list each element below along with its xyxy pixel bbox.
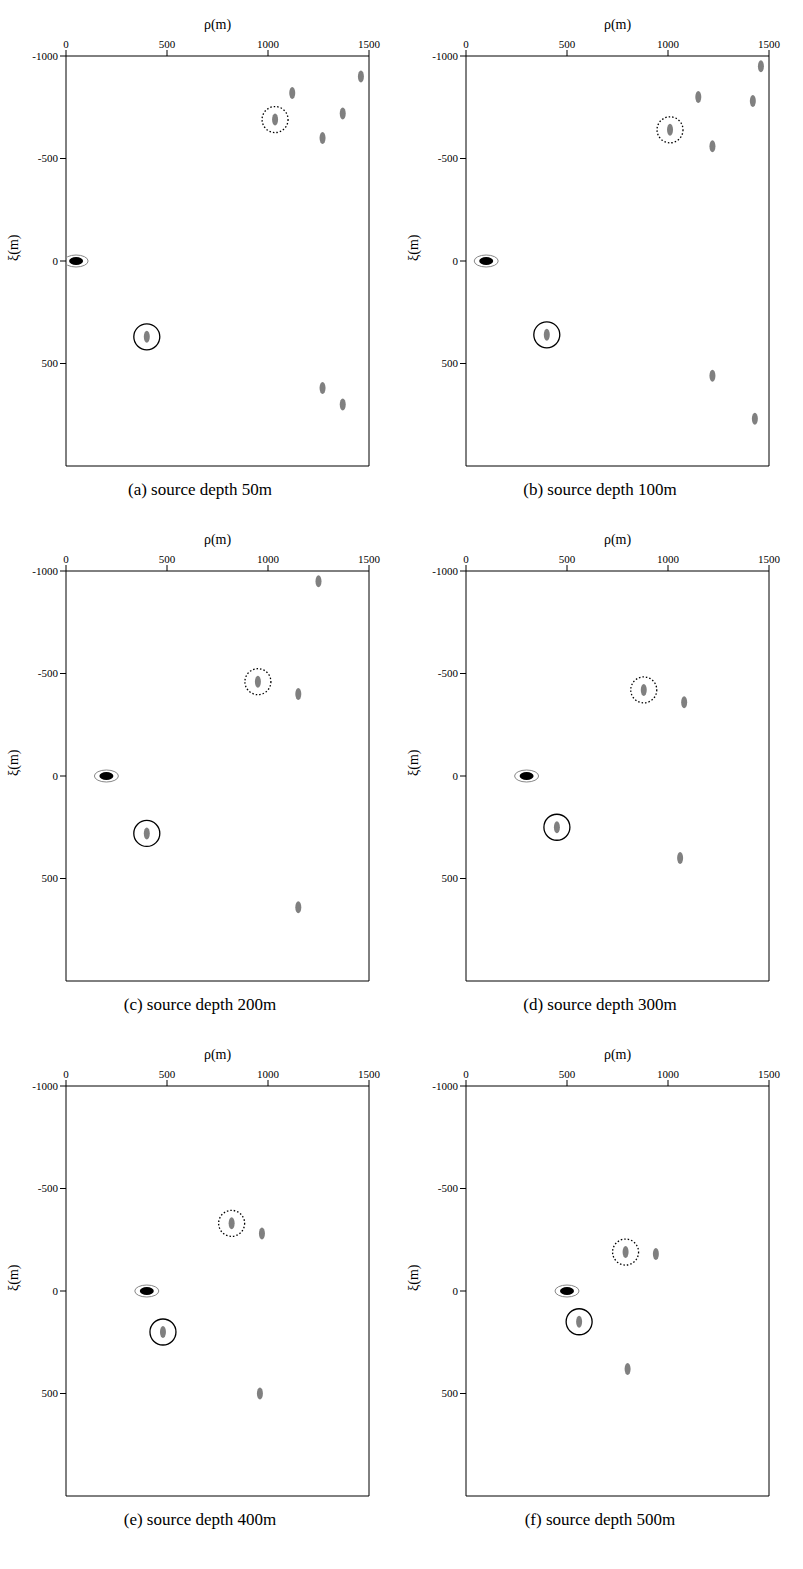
html-text:(e) source depth 400m: (e) source depth 400m bbox=[123, 1510, 277, 1529]
svg-text:-500: -500 bbox=[438, 152, 459, 164]
svg-text:1500: 1500 bbox=[758, 38, 781, 50]
svg-text:ρ(m): ρ(m) bbox=[604, 532, 632, 548]
svg-text:0: 0 bbox=[53, 1285, 59, 1297]
svg-text:-500: -500 bbox=[38, 152, 59, 164]
svg-text:-500: -500 bbox=[438, 1182, 459, 1194]
svg-text:0: 0 bbox=[63, 38, 69, 50]
svg-text:500: 500 bbox=[442, 357, 459, 369]
svg-text:500: 500 bbox=[559, 1068, 576, 1080]
svg-text:0: 0 bbox=[63, 1068, 69, 1080]
svg-text:ξ(m): ξ(m) bbox=[406, 234, 422, 261]
svg-text:-1000: -1000 bbox=[432, 565, 458, 577]
svg-text:ξ(m): ξ(m) bbox=[6, 1264, 22, 1291]
svg-text:0: 0 bbox=[453, 1285, 459, 1297]
svg-text:-500: -500 bbox=[438, 667, 459, 679]
svg-text:1000: 1000 bbox=[257, 553, 280, 565]
svg-text:1000: 1000 bbox=[657, 553, 680, 565]
svg-text:500: 500 bbox=[442, 872, 459, 884]
svg-text:500: 500 bbox=[559, 38, 576, 50]
svg-text:-1000: -1000 bbox=[32, 50, 58, 62]
svg-text:ξ(m): ξ(m) bbox=[406, 749, 422, 776]
svg-text:1000: 1000 bbox=[657, 38, 680, 50]
svg-text:ξ(m): ξ(m) bbox=[6, 234, 22, 261]
svg-text:0: 0 bbox=[63, 553, 69, 565]
svg-text:500: 500 bbox=[42, 357, 59, 369]
svg-text:0: 0 bbox=[53, 255, 59, 267]
html-text:(b) source depth 100m: (b) source depth 100m bbox=[523, 480, 677, 499]
svg-text:1500: 1500 bbox=[758, 1068, 781, 1080]
svg-text:-1000: -1000 bbox=[32, 1080, 58, 1092]
svg-text:500: 500 bbox=[159, 38, 176, 50]
svg-text:1000: 1000 bbox=[257, 38, 280, 50]
svg-text:ξ(m): ξ(m) bbox=[406, 1264, 422, 1291]
svg-text:-500: -500 bbox=[38, 667, 59, 679]
svg-text:1500: 1500 bbox=[358, 553, 381, 565]
svg-text:0: 0 bbox=[463, 38, 469, 50]
svg-text:0: 0 bbox=[453, 770, 459, 782]
svg-text:0: 0 bbox=[463, 1068, 469, 1080]
svg-text:-500: -500 bbox=[38, 1182, 59, 1194]
svg-text:500: 500 bbox=[42, 1387, 59, 1399]
html-text:(f) source depth 500m: (f) source depth 500m bbox=[524, 1510, 676, 1529]
html-text:(c) source depth 200m: (c) source depth 200m bbox=[123, 995, 277, 1014]
svg-text:0: 0 bbox=[463, 553, 469, 565]
svg-text:-1000: -1000 bbox=[432, 1080, 458, 1092]
svg-text:1500: 1500 bbox=[758, 553, 781, 565]
svg-text:500: 500 bbox=[42, 872, 59, 884]
svg-text:1500: 1500 bbox=[358, 38, 381, 50]
svg-text:1500: 1500 bbox=[358, 1068, 381, 1080]
svg-text:ρ(m): ρ(m) bbox=[204, 532, 232, 548]
svg-text:500: 500 bbox=[159, 553, 176, 565]
svg-text:500: 500 bbox=[159, 1068, 176, 1080]
svg-text:ρ(m): ρ(m) bbox=[604, 17, 632, 33]
svg-text:ρ(m): ρ(m) bbox=[204, 17, 232, 33]
svg-text:1000: 1000 bbox=[657, 1068, 680, 1080]
html-text:(a) source depth 50m: (a) source depth 50m bbox=[128, 480, 272, 499]
html-text:(d) source depth 300m: (d) source depth 300m bbox=[523, 995, 677, 1014]
svg-text:500: 500 bbox=[442, 1387, 459, 1399]
svg-text:ρ(m): ρ(m) bbox=[604, 1047, 632, 1063]
svg-text:0: 0 bbox=[53, 770, 59, 782]
svg-text:ξ(m): ξ(m) bbox=[6, 749, 22, 776]
svg-text:1000: 1000 bbox=[257, 1068, 280, 1080]
svg-text:-1000: -1000 bbox=[432, 50, 458, 62]
svg-text:ρ(m): ρ(m) bbox=[204, 1047, 232, 1063]
svg-text:500: 500 bbox=[559, 553, 576, 565]
svg-text:0: 0 bbox=[453, 255, 459, 267]
svg-text:-1000: -1000 bbox=[32, 565, 58, 577]
